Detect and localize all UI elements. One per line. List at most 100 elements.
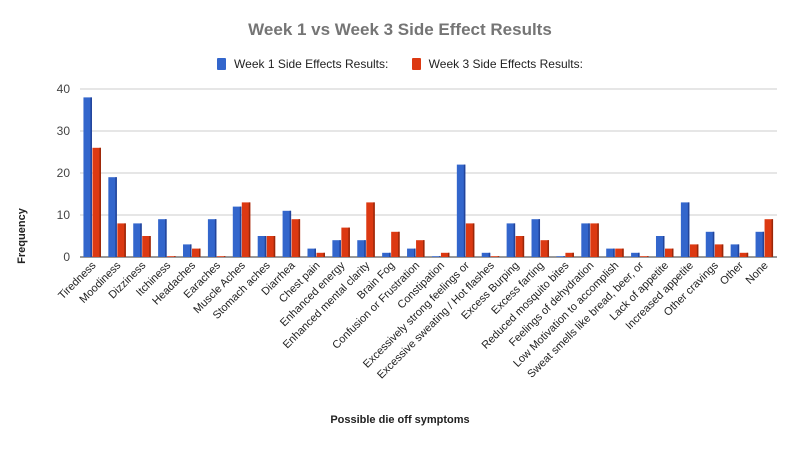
bar-shade xyxy=(339,240,341,257)
bar xyxy=(332,240,341,257)
bar-shade xyxy=(298,219,301,257)
bar-shade xyxy=(90,97,92,258)
bar-shade xyxy=(762,231,765,257)
bar-shade xyxy=(647,256,649,257)
bar xyxy=(680,202,690,257)
bar-shade xyxy=(522,236,525,257)
bar xyxy=(540,240,550,257)
bar xyxy=(705,231,715,257)
bar-shade xyxy=(199,248,201,257)
bar-shade xyxy=(264,236,267,257)
bar-shade xyxy=(398,231,400,257)
bar-shade xyxy=(622,248,624,257)
bar xyxy=(581,223,590,257)
bar-shade xyxy=(239,206,242,257)
bar-shade xyxy=(746,252,749,257)
bar-shade xyxy=(273,236,276,257)
bar-shade xyxy=(497,256,500,257)
bar-shade xyxy=(613,248,615,257)
bar xyxy=(207,219,217,257)
y-tick-label: 30 xyxy=(57,124,71,138)
bar-shade xyxy=(721,244,724,257)
y-tick-label: 0 xyxy=(63,250,70,264)
bar-shade xyxy=(447,252,450,257)
bar-shade xyxy=(463,164,466,257)
bar-shade xyxy=(174,256,176,257)
bar xyxy=(515,236,525,257)
bar-shade xyxy=(438,256,441,257)
bar xyxy=(183,244,192,257)
bar xyxy=(316,252,325,257)
bar xyxy=(192,248,201,257)
bar-shade xyxy=(190,244,192,257)
bar-shade xyxy=(115,177,117,257)
bar xyxy=(108,177,117,257)
chart-title: Week 1 vs Week 3 Side Effect Results xyxy=(248,20,552,39)
bar xyxy=(506,223,516,257)
bar-shade xyxy=(323,252,325,257)
bar-shade xyxy=(662,236,665,257)
bar-shade xyxy=(771,219,774,257)
bar-shade xyxy=(513,223,516,257)
y-tick-label: 20 xyxy=(57,166,71,180)
bar xyxy=(232,206,242,257)
bar xyxy=(142,236,151,257)
bar xyxy=(83,97,92,258)
bar xyxy=(664,248,674,257)
bar-shade xyxy=(638,252,640,257)
legend-swatch xyxy=(411,58,421,70)
bar xyxy=(755,231,765,257)
bar-shade xyxy=(289,210,292,257)
bar xyxy=(456,164,466,257)
bar xyxy=(92,147,101,257)
bar-shade xyxy=(348,227,350,257)
bar-shade xyxy=(687,202,690,257)
bar-shade xyxy=(671,248,674,257)
bar xyxy=(764,219,774,257)
bar-shade xyxy=(472,223,475,257)
y-tick-label: 40 xyxy=(57,82,71,96)
bar xyxy=(307,248,316,257)
legend-item-week1[interactable]: Week 1 Side Effects Results: xyxy=(217,57,388,71)
bar xyxy=(481,252,491,257)
bar-shade xyxy=(597,223,599,257)
bar-shade xyxy=(140,223,142,257)
bar xyxy=(416,240,425,257)
bar xyxy=(565,252,574,257)
bar xyxy=(266,236,276,257)
bar-shade xyxy=(414,248,416,257)
bar-shade xyxy=(314,248,316,257)
bar xyxy=(216,256,226,257)
bar xyxy=(431,256,441,257)
bar xyxy=(490,256,500,257)
bar xyxy=(117,223,126,257)
bar-shade xyxy=(214,219,217,257)
bar-shade xyxy=(99,147,101,257)
bar xyxy=(407,248,416,257)
y-tick-label: 10 xyxy=(57,208,71,222)
legend-swatch xyxy=(217,58,227,70)
bar xyxy=(640,256,649,257)
bar-shade xyxy=(223,256,226,257)
bar xyxy=(714,244,724,257)
bar-shade xyxy=(712,231,715,257)
legend-item-week3[interactable]: Week 3 Side Effects Results: xyxy=(411,57,583,71)
x-tick-label: None xyxy=(744,260,771,287)
bar-shade xyxy=(423,240,425,257)
bar xyxy=(606,248,615,257)
y-axis-label: Frequency xyxy=(15,208,28,264)
x-axis-label: Possible die off symptoms xyxy=(330,414,470,426)
bar-shade xyxy=(165,219,167,257)
bar-shade xyxy=(124,223,126,257)
bar xyxy=(531,219,541,257)
bar xyxy=(366,202,375,257)
bar xyxy=(382,252,391,257)
bar-shade xyxy=(364,240,366,257)
bar-shade xyxy=(248,202,251,257)
bar-shade xyxy=(538,219,541,257)
bar xyxy=(631,252,640,257)
bar xyxy=(158,219,167,257)
bar xyxy=(556,256,565,257)
bar xyxy=(391,231,400,257)
